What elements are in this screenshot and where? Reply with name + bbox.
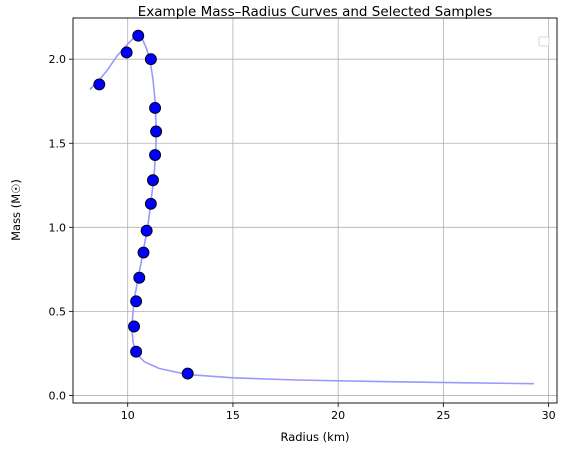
sample-point [150,125,163,138]
x-axis-ticks: 10 15 20 25 30 [121,403,556,422]
x-tick-label: 30 [542,409,556,422]
sample-point [133,271,146,284]
chart-title: Example Mass–Radius Curves and Selected … [138,4,492,20]
sample-point [140,224,153,237]
mass-radius-curve-layer [89,34,534,385]
sample-point [137,246,150,259]
y-tick-label: 0.5 [49,305,67,318]
y-tick-label: 2.0 [49,53,67,66]
sample-point [144,197,157,210]
sample-point [130,345,143,358]
y-axis-ticks: 0.0 0.5 1.0 1.5 2.0 [49,53,73,402]
sample-point [128,320,140,333]
sample-point [120,46,133,59]
sample-point [130,295,143,308]
plot-frame [72,17,558,404]
y-tick-label: 0.0 [49,389,67,402]
sample-point [149,149,162,161]
grid [73,18,557,403]
legend-box [538,36,550,47]
sample-point [147,174,159,187]
x-axis-label: Radius (km) [280,430,349,444]
sample-point [93,78,106,91]
x-tick-label: 25 [436,409,450,422]
x-tick-label: 10 [121,409,135,422]
y-tick-label: 1.5 [49,137,67,150]
sample-point [132,29,145,42]
x-tick-label: 15 [226,409,240,422]
sample-point [181,367,194,380]
x-tick-label: 20 [331,409,345,422]
mass-radius-curve [89,34,534,385]
sample-markers-layer [93,29,194,380]
y-axis-label: Mass (M☉) [9,179,23,241]
sample-point [144,53,157,66]
y-tick-label: 1.0 [49,221,67,234]
sample-point [149,101,162,114]
